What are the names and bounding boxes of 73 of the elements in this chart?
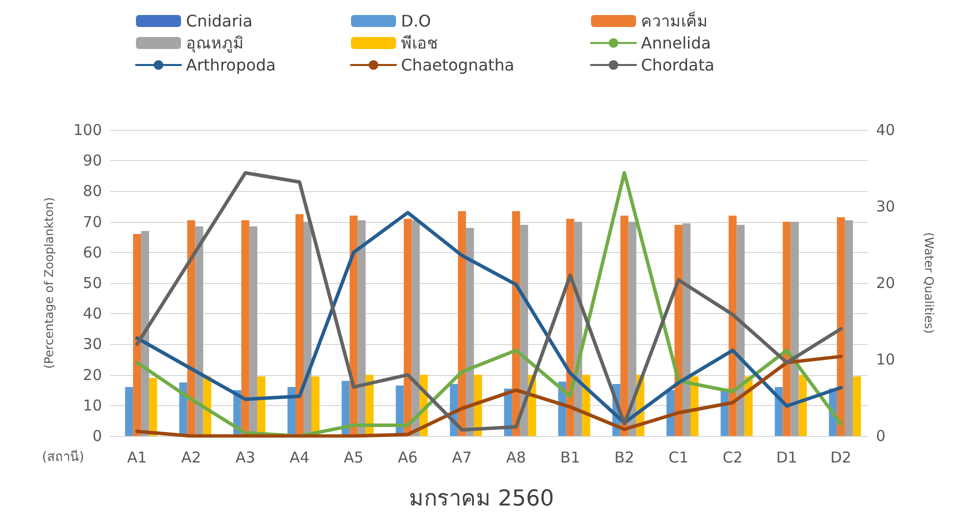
y-tick-label: 90 <box>82 152 102 170</box>
legend-label: Chordata <box>641 56 714 74</box>
bar <box>312 376 320 436</box>
y-tick-label: 40 <box>82 304 102 323</box>
x-tick-label: A6 <box>398 448 418 466</box>
y2-axis-title: (Water Qualities) <box>922 232 936 334</box>
bar <box>466 228 474 436</box>
line-series <box>135 354 843 438</box>
legend-label: Annelida <box>641 34 711 52</box>
line-series <box>135 210 843 425</box>
x-axis-title: มกราคม 2560 <box>409 486 554 512</box>
bar <box>790 222 799 436</box>
y-tick-label: 50 <box>82 274 102 292</box>
y-tick-label: 30 <box>82 335 102 354</box>
bar <box>682 223 690 436</box>
y-tick-label: 60 <box>82 243 102 262</box>
bar <box>852 376 861 436</box>
bar <box>195 226 204 436</box>
bar <box>133 234 142 436</box>
bar <box>512 211 520 436</box>
x-tick-label: B2 <box>614 448 634 466</box>
bar <box>836 217 845 436</box>
bar <box>296 214 304 436</box>
x-tick-label: A1 <box>127 448 147 466</box>
y-tick-label: 10 <box>82 396 102 414</box>
bar <box>412 220 420 436</box>
bar <box>620 216 628 436</box>
legend-label: Arthropoda <box>186 56 276 74</box>
bar <box>628 222 636 436</box>
bar <box>798 374 807 436</box>
y-tick-label: 80 <box>82 182 102 200</box>
x-tick-label: A4 <box>290 448 310 466</box>
x-tick-label: D2 <box>830 448 852 466</box>
bar <box>728 216 737 436</box>
x-tick-label: A3 <box>235 448 256 466</box>
x-tick-label: A7 <box>452 448 472 466</box>
x-tick-label: A8 <box>506 448 526 466</box>
legend-label: Chaetognatha <box>401 56 514 74</box>
x-tick-label: A2 <box>181 448 202 466</box>
x-tick-label: C2 <box>722 448 743 466</box>
x-tick-label: A5 <box>344 448 364 466</box>
bar <box>125 387 134 436</box>
x-tick-label: C1 <box>668 448 689 466</box>
bar <box>350 216 358 436</box>
y2-tick-label: 0 <box>876 427 886 445</box>
y-axis-title: (Percentage of Zooplankton) <box>42 197 56 369</box>
bar <box>149 378 158 436</box>
legend-label: D.O <box>401 12 431 30</box>
y-tick-label: 20 <box>82 366 102 384</box>
x-tick-label: B1 <box>560 448 580 466</box>
bar <box>782 222 791 436</box>
text: (สถานี) <box>42 449 84 465</box>
legend-label: อุณหภูมิ <box>186 34 244 54</box>
bar <box>458 211 466 436</box>
bar <box>404 218 412 436</box>
y2-tick-label: 20 <box>876 274 896 292</box>
y2-tick-label: 30 <box>876 198 896 216</box>
bar <box>358 220 366 436</box>
y-tick-label: 70 <box>82 212 102 231</box>
bar <box>844 220 853 436</box>
bar <box>187 220 196 436</box>
y2-tick-label: 40 <box>876 121 896 139</box>
y2-tick-label: 10 <box>876 350 896 368</box>
y-tick-label: 0 <box>92 427 102 445</box>
bar <box>342 380 350 436</box>
x-tick-label: D1 <box>776 448 798 466</box>
bar <box>736 224 745 436</box>
bar <box>141 230 150 436</box>
legend-label: พีเอช <box>401 34 438 52</box>
y-tick-label: 100 <box>73 121 102 139</box>
legend-label: Cnidaria <box>186 12 253 30</box>
legend-label: ความเค็ม <box>641 10 708 30</box>
bar <box>241 220 250 436</box>
